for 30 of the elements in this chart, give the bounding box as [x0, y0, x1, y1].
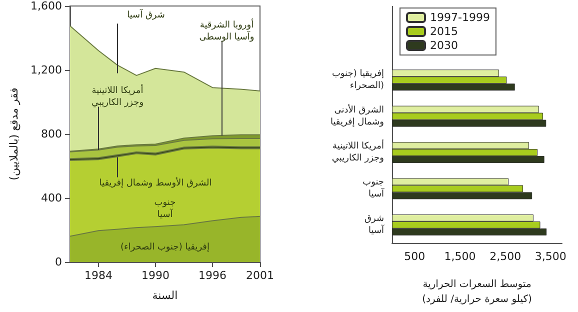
y-tick-label: 800: [41, 128, 62, 140]
x-axis-title: السنة: [152, 289, 178, 302]
x-tick-label: 500: [404, 250, 426, 263]
x-tick-label: 2001: [246, 269, 274, 282]
y-tick-label: 400: [41, 192, 62, 204]
y-tick-label: إفريقيا (جنوب الصحراء): [332, 69, 384, 92]
x-tick-label: 2,500: [490, 250, 522, 263]
y-tick-label: 1,600: [30, 0, 62, 12]
text: شرق آسيا: [127, 8, 165, 21]
y-tick-label: الشرق الأدنى وشمال إفريقيا: [330, 103, 384, 128]
y-axis-title: فقر مدقع (بالملايين): [8, 88, 21, 180]
y-tick-label: أمريكا اللاتينية وجزر الكاريبي: [332, 140, 384, 164]
x-tick-label: 1990: [142, 269, 170, 282]
legend-label: 1997-1999: [430, 11, 490, 24]
series-label: الشرق الأوسط وشمال إفريقيا: [99, 176, 212, 189]
text: أمريكا اللاتينية وجزر الكاريبي: [91, 84, 144, 108]
x-tick-label: 3,500: [534, 250, 566, 263]
series-label: إفريقيا (جنوب الصحراء): [120, 242, 210, 253]
legend-label: 2015: [430, 25, 458, 38]
y-tick-label: جنوب آسيا: [362, 178, 384, 200]
y-tick-label: 1,200: [30, 64, 62, 76]
legend-label: 2030: [430, 39, 458, 52]
y-tick-label: 0: [55, 256, 62, 268]
series-label: جنوب آسيا: [154, 198, 176, 220]
x-tick-label: 1996: [198, 269, 226, 282]
text: أوروبا الشرقية وآسيا الوسطى: [199, 18, 254, 43]
x-tick-label: 1984: [84, 269, 112, 282]
y-tick-label: شرق آسيا: [364, 214, 384, 236]
x-tick-label: 1,500: [444, 250, 476, 263]
x-axis-title: متوسط السعرات الحرارية (كيلو سعرة حرارية/ للفرد): [422, 279, 532, 305]
